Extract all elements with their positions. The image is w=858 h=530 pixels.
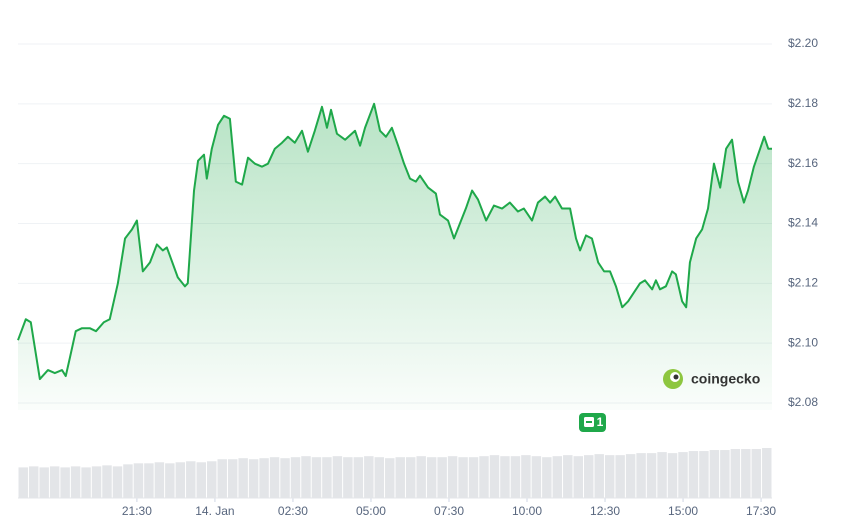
volume-bar xyxy=(133,463,144,498)
y-tick-label: $2.18 xyxy=(788,96,818,110)
volume-bar xyxy=(186,461,196,498)
volume-bar xyxy=(521,455,531,498)
volume-bar xyxy=(196,462,206,498)
volume-bar xyxy=(709,450,720,498)
volume-bar xyxy=(165,463,175,498)
volume-bar xyxy=(332,456,343,498)
volume-bar xyxy=(102,465,112,498)
area-fill xyxy=(18,103,772,410)
volume-bar xyxy=(18,467,28,498)
volume-bar xyxy=(584,455,594,498)
volume-bar xyxy=(374,457,385,498)
y-tick-label: $2.12 xyxy=(788,276,818,290)
volume-bar xyxy=(646,453,657,498)
volume-bar xyxy=(405,457,416,498)
volume-bar xyxy=(70,466,81,498)
volume-bar xyxy=(720,450,730,498)
volume-bar xyxy=(144,463,154,498)
volume-bar xyxy=(301,456,311,498)
volume-bar xyxy=(437,457,447,498)
volume-bar xyxy=(81,467,91,498)
volume-bar xyxy=(259,458,269,498)
x-tick-label: 15:00 xyxy=(668,504,698,518)
volume-bar xyxy=(60,467,70,498)
volume-bar xyxy=(248,459,259,498)
volume-bar xyxy=(322,457,332,498)
volume-bar xyxy=(447,456,458,498)
x-tick-label: 12:30 xyxy=(590,504,620,518)
volume-bar xyxy=(741,449,751,498)
volume-bar xyxy=(552,456,563,498)
volume-bar xyxy=(364,456,374,498)
volume-bar xyxy=(762,448,772,498)
watermark-text: coingecko xyxy=(691,371,760,387)
volume-bar xyxy=(751,449,762,498)
volume-bar xyxy=(91,466,102,498)
volume-bar xyxy=(500,456,510,498)
volume-bar xyxy=(688,451,699,498)
annotation-badge: 1 xyxy=(579,413,606,432)
x-tick-label: 05:00 xyxy=(356,504,386,518)
volume-bar xyxy=(28,466,39,498)
volume-bar xyxy=(573,456,583,498)
volume-bar xyxy=(426,457,437,498)
volume-bar xyxy=(510,456,521,498)
volume-bar xyxy=(290,457,301,498)
volume-bar xyxy=(604,455,615,498)
annotation-text: 1 xyxy=(597,415,604,429)
volume-bar xyxy=(730,449,741,498)
price-line xyxy=(17,102,772,381)
volume-bar xyxy=(594,454,604,498)
volume-bar xyxy=(458,457,468,498)
volume-bar xyxy=(479,456,489,498)
volume-bar xyxy=(657,452,667,498)
x-tick-label: 02:30 xyxy=(278,504,308,518)
volume-bar xyxy=(280,458,290,498)
volume-bar xyxy=(563,455,573,498)
y-tick-label: $2.10 xyxy=(788,335,818,349)
y-tick-label: $2.16 xyxy=(788,156,818,170)
x-tick-label: 21:30 xyxy=(122,504,152,518)
volume-bar xyxy=(343,457,353,498)
volume-bar xyxy=(49,466,60,498)
volume-bar xyxy=(207,461,217,498)
x-tick-label: 07:30 xyxy=(434,504,464,518)
x-tick-label: 10:00 xyxy=(512,504,542,518)
volume-bar xyxy=(311,457,322,498)
x-tick-label: 17:30 xyxy=(746,504,776,518)
plot: $2.08 $2.10 $2.12 $2.14 $2.16 $2.18 $2.20 21:30… xyxy=(17,36,818,518)
volume-bar xyxy=(416,456,426,498)
volume-bar xyxy=(636,453,646,498)
volume-bar xyxy=(489,455,500,498)
volume-bar xyxy=(678,452,688,498)
volume-bar xyxy=(154,462,165,498)
y-tick-label: $2.20 xyxy=(788,36,818,50)
volume-bar xyxy=(531,456,542,498)
volume-bar xyxy=(395,457,405,498)
y-tick-label: $2.08 xyxy=(788,395,818,409)
watermark: coingecko xyxy=(663,369,760,389)
volume-bar xyxy=(699,451,709,498)
volume-bar xyxy=(217,459,227,498)
volume-bar xyxy=(615,455,625,498)
volume-bar xyxy=(238,458,248,498)
volume-bar xyxy=(385,458,395,498)
volume-bar xyxy=(269,457,280,498)
volume-bar xyxy=(175,462,186,498)
volume-bar xyxy=(468,457,479,498)
volume-bar xyxy=(353,457,364,498)
volume-bar xyxy=(123,464,133,498)
volume-bar xyxy=(112,466,123,498)
volume-bar xyxy=(542,457,552,498)
volume-bar xyxy=(39,467,49,498)
volume-bar xyxy=(227,459,238,498)
volume-bar xyxy=(667,453,678,498)
volume-bar xyxy=(625,454,636,498)
y-tick-label: $2.14 xyxy=(788,216,818,230)
x-tick-label: 14. Jan xyxy=(195,504,234,518)
